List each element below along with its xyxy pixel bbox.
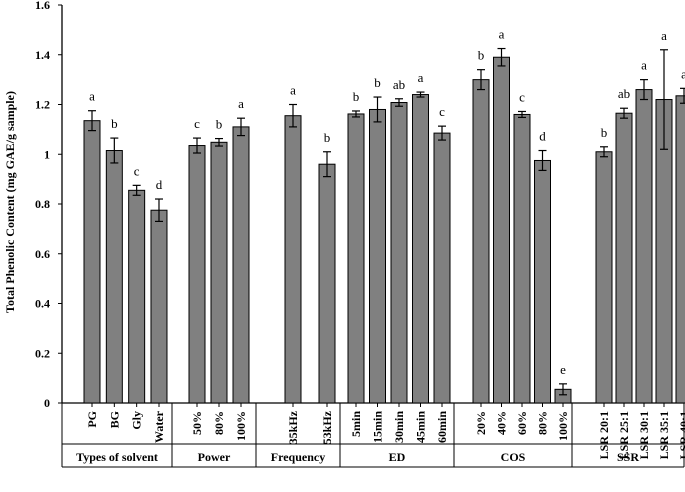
bar bbox=[635, 89, 653, 404]
significance-letter: c bbox=[519, 89, 525, 104]
bar-label: PG bbox=[85, 411, 99, 428]
bar bbox=[210, 141, 228, 404]
significance-letter: a bbox=[238, 96, 244, 111]
bar-label: 80% bbox=[536, 411, 550, 435]
significance-letter: b bbox=[353, 89, 360, 104]
significance-letter: a bbox=[418, 70, 424, 85]
group-label: Power bbox=[198, 450, 231, 464]
bar-label: 40% bbox=[495, 411, 509, 435]
bar bbox=[412, 94, 429, 404]
bar bbox=[534, 159, 551, 404]
significance-letter: ab bbox=[393, 77, 405, 92]
bar bbox=[369, 108, 386, 404]
bar bbox=[493, 56, 510, 404]
group-label: ED bbox=[389, 450, 406, 464]
significance-letter: b bbox=[374, 75, 381, 90]
group-label: Frequency bbox=[271, 450, 325, 464]
bar bbox=[347, 113, 365, 404]
y-tick-label: 0 bbox=[44, 396, 50, 410]
bar bbox=[188, 145, 206, 404]
y-tick-label: 1 bbox=[44, 147, 50, 161]
bar-label: BG bbox=[107, 411, 121, 428]
bar bbox=[472, 79, 490, 404]
significance-letter: b bbox=[478, 48, 485, 63]
bar-label: 50% bbox=[190, 411, 204, 435]
bar bbox=[128, 189, 146, 404]
group-label: SSR bbox=[617, 450, 639, 464]
bar bbox=[318, 163, 336, 404]
bar-label: 60min bbox=[435, 411, 449, 443]
y-tick-label: 0.2 bbox=[35, 346, 50, 360]
group-label: COS bbox=[501, 450, 526, 464]
bar bbox=[513, 113, 531, 404]
bar-label: 100% bbox=[234, 411, 248, 441]
y-tick-label: 0.4 bbox=[35, 297, 50, 311]
bar bbox=[284, 115, 302, 404]
significance-letter: a bbox=[681, 66, 685, 81]
significance-letter: a bbox=[641, 58, 647, 73]
bar-label: Gly bbox=[130, 411, 144, 430]
significance-letter: b bbox=[324, 130, 331, 145]
bar-label: 20% bbox=[474, 411, 488, 435]
significance-letter: ab bbox=[618, 86, 630, 101]
significance-letter: d bbox=[539, 129, 546, 144]
significance-letter: a bbox=[661, 28, 667, 43]
bar-label: Water bbox=[152, 410, 166, 443]
y-tick-label: 0.6 bbox=[35, 247, 50, 261]
y-axis-title: Total Phenolic Content (mg GAE/g sample) bbox=[3, 91, 17, 313]
y-tick-label: 1.2 bbox=[35, 98, 50, 112]
bar-label: LSR 25:1 bbox=[617, 411, 631, 459]
significance-letter: e bbox=[560, 362, 566, 377]
bar-label: 35kHz bbox=[286, 410, 300, 444]
significance-letter: c bbox=[439, 104, 445, 119]
significance-letter: c bbox=[134, 163, 140, 178]
significance-letter: b bbox=[111, 116, 118, 131]
significance-letter: a bbox=[290, 83, 296, 98]
significance-letter: a bbox=[89, 89, 95, 104]
bar bbox=[150, 209, 168, 404]
bar-label: 80% bbox=[212, 411, 226, 435]
bar-label: 100% bbox=[556, 411, 570, 441]
y-tick-label: 0.8 bbox=[35, 197, 50, 211]
bar-label: 30min bbox=[392, 411, 406, 443]
bar bbox=[615, 112, 633, 404]
significance-letter: d bbox=[156, 177, 163, 192]
bar bbox=[675, 95, 685, 404]
bar bbox=[595, 151, 613, 404]
bar bbox=[83, 120, 101, 404]
bar-label: LSR 35:1 bbox=[657, 411, 671, 459]
significance-letter: c bbox=[194, 116, 200, 131]
bar-label: LSR 40:1 bbox=[677, 411, 685, 459]
bar-label: 53kHz bbox=[320, 410, 334, 444]
significance-letter: b bbox=[216, 117, 223, 132]
bar bbox=[433, 132, 451, 404]
group-label: Types of solvent bbox=[76, 450, 158, 464]
bar-label: 60% bbox=[515, 411, 529, 435]
y-tick-label: 1.4 bbox=[35, 48, 50, 62]
bar-label: LSR 20:1 bbox=[597, 411, 611, 459]
bar-label: LSR 30:1 bbox=[637, 411, 651, 459]
significance-letter: b bbox=[601, 125, 608, 140]
bar bbox=[105, 150, 123, 404]
bar bbox=[232, 126, 250, 404]
significance-letter: a bbox=[499, 27, 505, 42]
bar-label: 5min bbox=[349, 411, 363, 437]
bar-label: 15min bbox=[371, 411, 385, 443]
y-tick-label: 1.6 bbox=[35, 0, 50, 12]
bar-label: 45min bbox=[414, 411, 428, 443]
bar bbox=[390, 102, 408, 404]
